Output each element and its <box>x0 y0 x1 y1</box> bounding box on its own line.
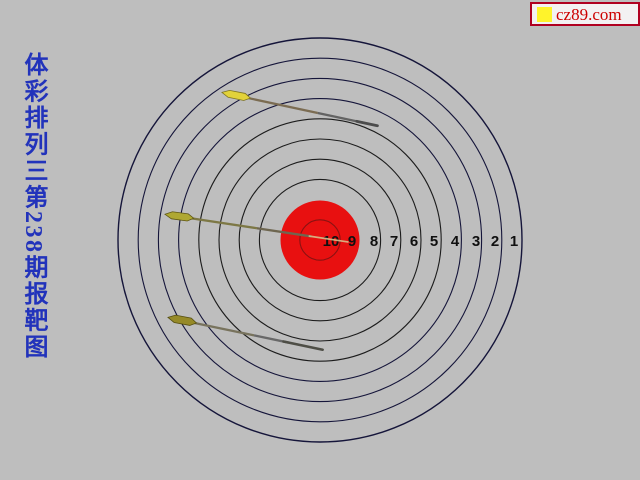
arrow-fletching <box>167 314 198 326</box>
ring-label-8: 8 <box>370 233 378 250</box>
ring-label-3: 3 <box>472 233 480 250</box>
ring-label-1: 1 <box>510 233 518 250</box>
arrow-fletching <box>221 89 252 101</box>
ring-circle-6-7 <box>238 158 402 322</box>
arrow-shaft <box>256 227 312 238</box>
middle-arrow <box>164 211 349 243</box>
ring-circle-1-2 <box>137 57 503 423</box>
arrow-tip <box>308 235 349 243</box>
site-watermark: cz89.com <box>530 2 640 26</box>
top-arrow <box>221 89 379 128</box>
arrow-tip <box>282 340 324 352</box>
ring-labels: 10 9 8 7 6 5 4 3 2 1 <box>323 233 519 250</box>
target-rings <box>117 37 523 443</box>
ring-label-4: 4 <box>451 233 460 250</box>
ring-label-2: 2 <box>491 233 499 250</box>
ring-label-9: 9 <box>348 233 356 250</box>
yellow-square-icon <box>537 6 552 22</box>
bottom-arrow <box>167 314 324 352</box>
ring-label-6: 6 <box>410 233 418 250</box>
arrow-tip <box>355 119 379 128</box>
zone-yellow <box>218 138 422 342</box>
zone-cyan-outer <box>117 37 523 443</box>
ring-label-5: 5 <box>430 233 438 250</box>
ring-label-10: 10 <box>323 233 340 250</box>
ring-circle-4-5 <box>198 118 442 362</box>
arrow-fletching <box>164 211 195 222</box>
ring-label-7: 7 <box>390 233 398 250</box>
ring-circle-7-8 <box>258 178 382 302</box>
zone-white <box>178 98 462 382</box>
ring-circle-2-3 <box>157 77 483 403</box>
vertical-caption: 体彩排列三第238期报靶图 <box>20 52 46 361</box>
arrow-shaft <box>317 111 363 124</box>
zone-red-bullseye <box>280 200 360 280</box>
site-watermark-label: cz89.com <box>556 4 622 24</box>
